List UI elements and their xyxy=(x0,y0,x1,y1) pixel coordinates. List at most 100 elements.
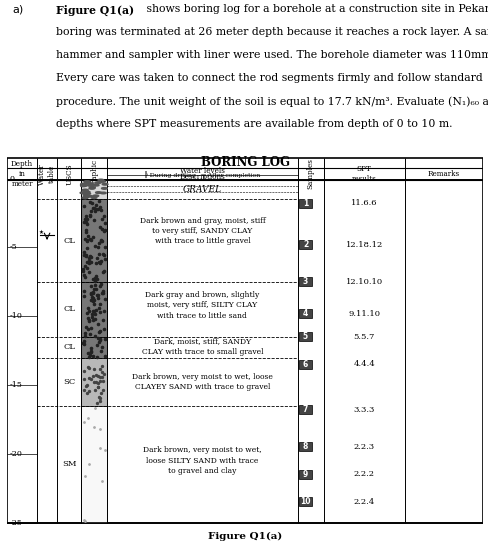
Point xyxy=(95,328,103,337)
Point xyxy=(97,335,104,344)
Point xyxy=(92,258,100,267)
Text: Dark brown and gray, moist, stiff
to very stiff, SANDY CLAY
with trace to little: Dark brown and gray, moist, stiff to ver… xyxy=(140,217,265,245)
Point xyxy=(87,290,95,299)
Text: 2.2.4: 2.2.4 xyxy=(353,498,375,506)
Point xyxy=(84,325,92,334)
Point xyxy=(95,338,103,347)
Circle shape xyxy=(85,193,91,194)
Point xyxy=(87,296,95,305)
Point xyxy=(97,236,105,245)
Point xyxy=(81,516,89,525)
Circle shape xyxy=(102,188,107,189)
Point xyxy=(89,289,97,298)
Point xyxy=(100,267,108,276)
Point xyxy=(101,370,108,379)
Point xyxy=(90,295,98,304)
Circle shape xyxy=(93,184,99,186)
Point xyxy=(95,257,103,266)
Point xyxy=(101,254,109,263)
Point xyxy=(96,307,103,316)
Point xyxy=(87,258,95,267)
Point xyxy=(91,242,99,251)
Point xyxy=(89,351,97,360)
Point xyxy=(94,319,102,328)
Point xyxy=(91,332,99,340)
Point xyxy=(80,386,88,395)
Text: a): a) xyxy=(12,4,23,15)
Circle shape xyxy=(89,185,95,186)
Text: 12.18.12: 12.18.12 xyxy=(346,241,383,249)
Point xyxy=(97,393,104,402)
Point xyxy=(101,226,108,235)
Text: 6: 6 xyxy=(303,360,308,369)
Point xyxy=(84,313,92,322)
Text: Dark brown, very moist to wet, loose
CLAYEY SAND with trace to gravel: Dark brown, very moist to wet, loose CLA… xyxy=(132,373,273,391)
Text: shows boring log for a borehole at a construction site in Pekan. The: shows boring log for a borehole at a con… xyxy=(143,4,488,15)
Text: Remarks: Remarks xyxy=(428,170,460,178)
Circle shape xyxy=(82,189,88,191)
Text: Figure Q1(a): Figure Q1(a) xyxy=(56,4,134,16)
Point xyxy=(100,316,107,325)
Point xyxy=(97,280,105,289)
Point xyxy=(89,371,97,380)
Point xyxy=(101,219,108,228)
Text: CL: CL xyxy=(63,343,75,351)
Point xyxy=(94,293,102,302)
Point xyxy=(91,404,99,413)
Text: USCS: USCS xyxy=(65,163,73,185)
Bar xyxy=(299,309,312,318)
Point xyxy=(88,312,96,321)
Circle shape xyxy=(84,181,90,183)
Point xyxy=(92,272,100,281)
Point xyxy=(96,443,104,452)
Text: 11.6.6: 11.6.6 xyxy=(351,199,377,207)
Text: SPT
results: SPT results xyxy=(352,165,377,183)
Point xyxy=(97,256,104,265)
Point xyxy=(83,220,91,228)
Point xyxy=(91,276,99,285)
Circle shape xyxy=(102,184,108,185)
Point xyxy=(89,293,97,302)
Point xyxy=(97,334,104,343)
Text: SC: SC xyxy=(63,377,75,386)
Text: -20: -20 xyxy=(9,450,22,458)
Point xyxy=(84,348,92,357)
Point xyxy=(101,446,109,455)
Circle shape xyxy=(86,195,92,197)
Text: 2.2.3: 2.2.3 xyxy=(354,443,375,451)
Bar xyxy=(299,240,312,249)
Text: 3.3.3: 3.3.3 xyxy=(353,406,375,414)
Bar xyxy=(81,405,107,522)
Point xyxy=(81,218,89,227)
Point xyxy=(81,235,89,244)
Point xyxy=(87,289,95,298)
Point xyxy=(83,309,91,318)
Bar xyxy=(81,199,107,282)
Circle shape xyxy=(82,197,88,199)
Point xyxy=(90,364,98,373)
Point xyxy=(100,250,107,259)
Point xyxy=(90,307,98,316)
Point xyxy=(92,378,100,387)
Text: ★: ★ xyxy=(39,230,44,235)
Point xyxy=(91,314,99,323)
Text: 2: 2 xyxy=(303,240,308,249)
Circle shape xyxy=(81,183,86,185)
Point xyxy=(98,367,105,376)
Point xyxy=(93,274,101,283)
Circle shape xyxy=(85,181,90,183)
Point xyxy=(101,243,108,252)
Point xyxy=(82,251,90,260)
Text: Samples: Samples xyxy=(306,158,315,189)
Point xyxy=(87,346,95,355)
Circle shape xyxy=(89,188,95,189)
Point xyxy=(94,290,102,299)
Point xyxy=(97,424,104,433)
Circle shape xyxy=(93,195,99,197)
Point xyxy=(84,414,92,423)
Text: Dark gray and brown, slightly
moist, very stiff, SILTY CLAY
with trace to little: Dark gray and brown, slightly moist, ver… xyxy=(145,291,260,320)
Point xyxy=(91,310,99,319)
Point xyxy=(86,234,94,243)
Point xyxy=(81,273,88,282)
Point xyxy=(81,262,89,270)
